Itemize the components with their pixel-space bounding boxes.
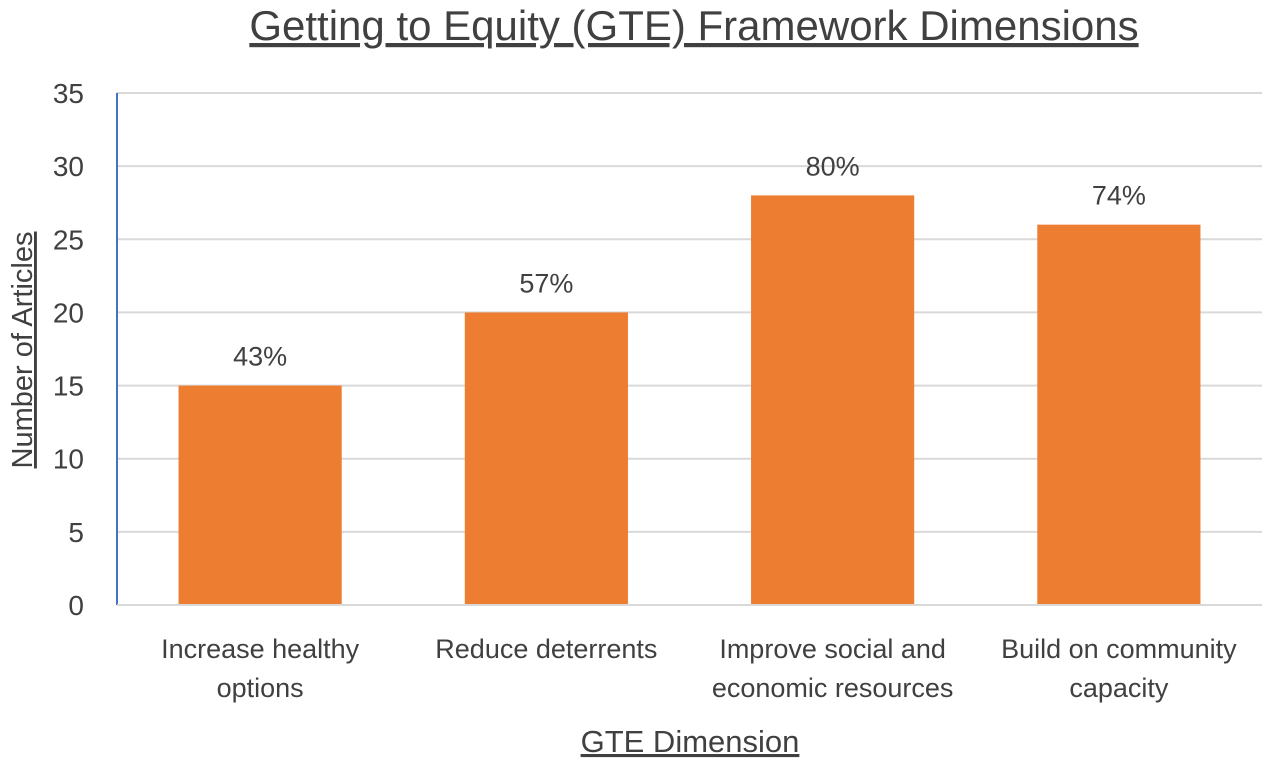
y-tick-label: 5 xyxy=(68,517,84,548)
x-tick-label: Build on community xyxy=(1001,634,1237,664)
y-axis-label: Number of Articles xyxy=(7,232,39,469)
y-tick-label: 10 xyxy=(53,444,84,475)
x-tick-labels: Increase healthy options Reduce deterrents… xyxy=(161,634,1237,703)
y-tick-label: 15 xyxy=(53,371,84,402)
x-tick-label: Improve social and xyxy=(719,634,946,664)
y-tick-label: 20 xyxy=(53,297,84,328)
y-tick-label: 25 xyxy=(53,224,84,255)
chart-title: Getting to Equity (GTE) Framework Dimens… xyxy=(249,2,1138,49)
bar xyxy=(1037,224,1201,605)
x-tick-label: capacity xyxy=(1069,673,1169,703)
y-tick-label: 30 xyxy=(53,151,84,182)
data-label: 43% xyxy=(233,342,287,372)
x-tick-label: options xyxy=(217,673,304,703)
y-tick-labels: 0 5 10 15 20 25 30 35 xyxy=(53,78,84,621)
data-labels: 43% 57% 80% 74% xyxy=(233,151,1146,371)
y-tick-label: 35 xyxy=(53,78,84,109)
bar xyxy=(178,385,342,605)
bar xyxy=(464,312,628,605)
x-axis-label: GTE Dimension xyxy=(581,724,800,759)
data-label: 57% xyxy=(519,268,573,298)
x-tick-label: Increase healthy xyxy=(161,634,360,664)
x-tick-label: Reduce deterrents xyxy=(435,634,657,664)
x-tick-label: economic resources xyxy=(712,673,954,703)
bars xyxy=(178,195,1201,605)
y-tick-label: 0 xyxy=(68,590,84,621)
data-label: 80% xyxy=(806,151,860,181)
data-label: 74% xyxy=(1092,181,1146,211)
bar xyxy=(751,195,915,605)
